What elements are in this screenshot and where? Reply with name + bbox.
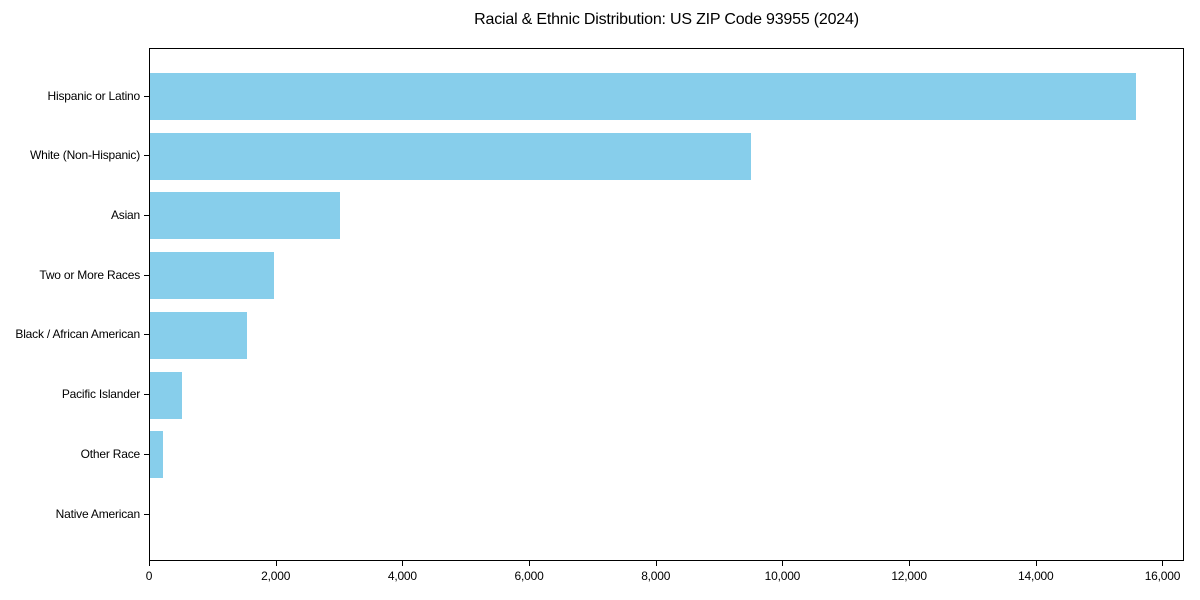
x-tick-mark-10000	[782, 561, 784, 566]
y-tick-mark-black-african-american	[144, 334, 149, 336]
x-tick-mark-14000	[1035, 561, 1037, 566]
y-tick-label-black-african-american: Black / African American	[15, 327, 140, 342]
x-tick-mark-8000	[655, 561, 657, 566]
bar-pacific-islander	[150, 371, 182, 419]
x-tick-mark-6000	[529, 561, 531, 566]
y-tick-label-white-non-hispanic: White (Non-Hispanic)	[29, 148, 140, 163]
y-tick-mark-pacific-islander	[144, 394, 149, 396]
plot-area	[149, 48, 1184, 561]
x-tick-mark-16000	[1162, 561, 1164, 566]
x-tick-label-6000: 6,000	[514, 569, 544, 583]
x-tick-label-4000: 4,000	[387, 569, 417, 583]
bar-white-non-hispanic	[150, 132, 752, 180]
bar-other-race	[150, 431, 164, 479]
y-tick-mark-two-or-more-races	[144, 274, 149, 276]
x-tick-mark-4000	[402, 561, 404, 566]
y-tick-label-two-or-more-races: Two or More Races	[39, 267, 140, 282]
x-tick-label-0: 0	[145, 569, 153, 583]
y-tick-mark-other-race	[144, 453, 149, 455]
x-tick-mark-2000	[275, 561, 277, 566]
x-tick-label-2000: 2,000	[261, 569, 291, 583]
y-tick-label-hispanic-or-latino: Hispanic or Latino	[47, 88, 141, 103]
bar-asian	[150, 192, 341, 240]
y-tick-label-asian: Asian	[110, 207, 140, 222]
bar-hispanic-or-latino	[150, 73, 1136, 120]
y-tick-mark-native-american	[144, 513, 149, 515]
x-tick-label-14000: 14,000	[1018, 569, 1054, 583]
y-tick-label-other-race: Other Race	[80, 446, 141, 461]
y-tick-mark-hispanic-or-latino	[144, 95, 149, 97]
chart-title: Racial & Ethnic Distribution: US ZIP Cod…	[474, 11, 859, 28]
x-tick-mark-12000	[909, 561, 911, 566]
x-tick-label-12000: 12,000	[891, 569, 927, 583]
x-tick-label-8000: 8,000	[641, 569, 671, 583]
y-tick-label-native-american: Native American	[55, 506, 141, 521]
y-tick-mark-asian	[144, 214, 149, 216]
y-tick-label-pacific-islander: Pacific Islander	[61, 387, 140, 402]
x-tick-label-10000: 10,000	[764, 569, 801, 583]
bar-two-or-more-races	[150, 252, 275, 300]
bar-black-african-american	[150, 311, 247, 359]
x-tick-label-16000: 16,000	[1144, 569, 1181, 583]
x-tick-mark-0	[149, 561, 150, 566]
y-tick-mark-white-non-hispanic	[144, 155, 149, 157]
